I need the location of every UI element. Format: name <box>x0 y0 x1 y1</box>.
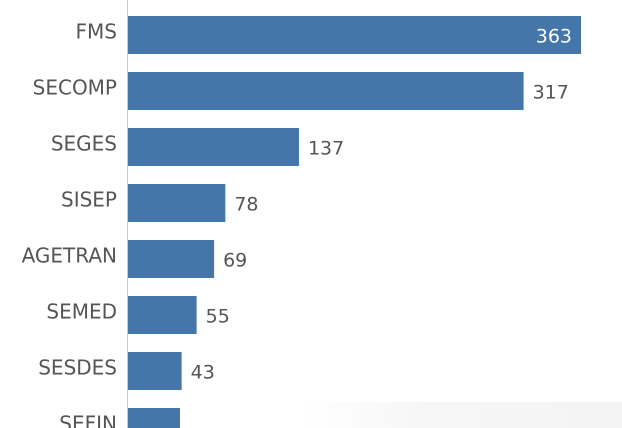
data-label: 69 <box>223 250 247 272</box>
data-label: 317 <box>533 82 569 104</box>
category-label: SEGES <box>51 132 117 156</box>
bar-sisep[interactable] <box>128 184 226 222</box>
category-label: SEMED <box>46 300 117 324</box>
bar-secomp[interactable] <box>128 72 524 110</box>
category-label: SEFIN <box>59 412 117 428</box>
category-label: SECOMP <box>33 76 117 100</box>
data-label: 55 <box>206 306 230 328</box>
category-label: SESDES <box>38 356 117 380</box>
data-label: 137 <box>308 138 344 160</box>
data-label: 78 <box>234 194 258 216</box>
scroll-fade <box>300 402 622 428</box>
category-label: FMS <box>76 20 117 44</box>
bar-sesdes[interactable] <box>128 352 182 390</box>
bar-agetran[interactable] <box>128 240 215 278</box>
data-label: 43 <box>191 362 215 384</box>
category-label: SISEP <box>61 188 117 212</box>
bar-sefin[interactable] <box>128 408 180 428</box>
bar-fms[interactable] <box>128 16 581 54</box>
category-label: AGETRAN <box>22 244 117 268</box>
bar-semed[interactable] <box>128 296 197 334</box>
data-label: 363 <box>536 26 572 48</box>
bar-seges[interactable] <box>128 128 299 166</box>
